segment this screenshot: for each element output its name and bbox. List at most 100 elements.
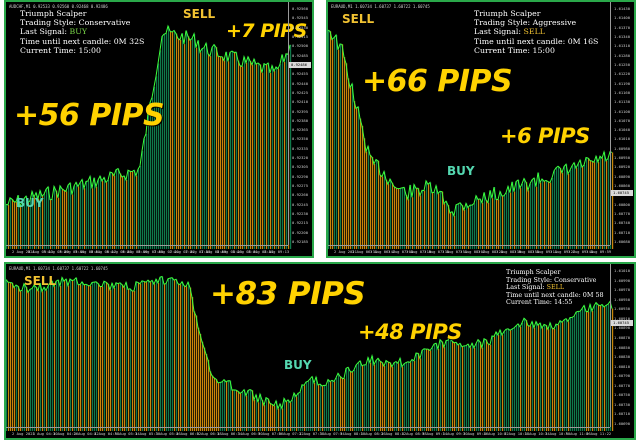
price-tick-label: 1.60990 [614, 277, 631, 283]
price-bar [532, 321, 534, 431]
price-bar [94, 177, 96, 249]
price-tick-label: 0.92425 [292, 89, 309, 95]
price-bar [90, 176, 92, 249]
price-bar [394, 362, 396, 431]
price-bar [20, 291, 22, 431]
price-bar [394, 186, 396, 249]
price-bar [494, 336, 496, 431]
price-tick-label: 0.92200 [292, 229, 309, 235]
price-bar [600, 305, 602, 431]
indicator-info-box: Triumph Scalper Trading Style: Conservat… [20, 9, 144, 55]
price-bar [608, 158, 610, 249]
indicator-title: Triumph Scalper [474, 9, 541, 18]
current-price-marker: 1.60745 [611, 190, 633, 196]
price-tick-label: 1.60690 [614, 421, 631, 426]
price-bar [440, 339, 442, 431]
time-axis: 2 Aug 2021 3 Aug 05:13 3 Aug 05:29 3 Aug 05… [6, 245, 290, 256]
price-bar [462, 205, 464, 249]
price-bar [224, 379, 226, 431]
price-tick-label: 1.61070 [614, 117, 631, 123]
price-bar [224, 60, 226, 250]
price-bar [516, 181, 518, 249]
price-bar [148, 280, 150, 431]
price-bar [522, 322, 524, 431]
price-bar [202, 341, 204, 431]
price-bar [24, 283, 26, 431]
price-bar [186, 30, 188, 249]
price-bar [388, 361, 390, 431]
current-time: Current Time: 14:55 [506, 298, 573, 307]
price-bar [538, 172, 540, 249]
price-bar [542, 178, 544, 249]
pips-result-secondary: +6 PIPS [500, 124, 590, 148]
price-bar [552, 177, 554, 249]
price-bar [60, 285, 62, 431]
price-tick-label: 1.61400 [614, 15, 631, 21]
price-bar [334, 37, 336, 250]
price-bar [22, 201, 24, 249]
time-tick-label: 3 Aug 07:06 [258, 431, 284, 436]
price-bar [586, 157, 588, 249]
price-bar [262, 399, 264, 431]
price-bar [12, 199, 14, 249]
price-bar [522, 183, 524, 249]
price-bar [564, 166, 566, 249]
price-bar [112, 172, 114, 249]
price-bar [30, 200, 32, 249]
price-bar [344, 378, 346, 431]
price-bar [66, 279, 68, 431]
price-bar [160, 50, 162, 249]
price-bar [346, 368, 348, 431]
price-bar [232, 51, 234, 250]
time-tick-label: 3 Aug 04:26 [53, 431, 79, 436]
price-chart[interactable] [328, 2, 636, 258]
price-bar [418, 353, 420, 431]
price-bar [556, 324, 558, 431]
price-bar [408, 361, 410, 431]
price-bar [330, 381, 332, 431]
price-bar [70, 182, 72, 249]
chart-panel-audchf[interactable]: AUDCHF,M1 0.92533 0.92560 0.92468 0.9248… [4, 0, 314, 258]
price-bar [128, 170, 130, 249]
price-bar [106, 182, 108, 249]
price-bar [84, 188, 86, 249]
price-bar [134, 290, 136, 431]
price-chart[interactable] [6, 264, 636, 440]
price-bar [212, 375, 214, 431]
price-bar [454, 215, 456, 249]
price-bar [544, 324, 546, 431]
price-bar [540, 323, 542, 431]
price-bar [66, 191, 68, 249]
price-bar [518, 180, 520, 249]
price-bar [160, 277, 162, 431]
price-bar [452, 341, 454, 431]
price-bar [294, 393, 296, 431]
price-tick-label: 1.60680 [614, 239, 631, 244]
chart-panel-euraud-wide[interactable]: EURAUD,M1 1.60734 1.60737 1.60722 1.6074… [4, 262, 636, 440]
price-bar [290, 44, 292, 250]
price-tick-label: 1.60800 [614, 201, 631, 207]
price-bar [278, 68, 280, 249]
price-bar [530, 326, 532, 431]
price-bar [116, 282, 118, 431]
price-bar [414, 360, 416, 431]
price-bar [444, 203, 446, 249]
chart-panel-euraud[interactable]: EURAUD,M1 1.60734 1.60737 1.60722 1.6074… [326, 0, 636, 258]
price-chart[interactable] [6, 2, 314, 258]
price-bar [176, 33, 178, 250]
price-bar [136, 175, 138, 249]
price-bar [554, 170, 556, 249]
price-bar [306, 381, 308, 431]
price-bar [430, 350, 432, 431]
price-bar [484, 338, 486, 431]
price-bar [354, 369, 356, 431]
price-bar [356, 108, 358, 250]
price-bar [298, 393, 300, 431]
price-bar [24, 198, 26, 249]
price-bar [78, 284, 80, 431]
price-tick-label: 1.60910 [614, 315, 631, 321]
price-bar [520, 188, 522, 249]
time-tick-label: 3 Aug 09:13 [264, 249, 290, 254]
price-bar [444, 347, 446, 431]
time-tick-label: 3 Aug 11:06 [565, 431, 591, 436]
